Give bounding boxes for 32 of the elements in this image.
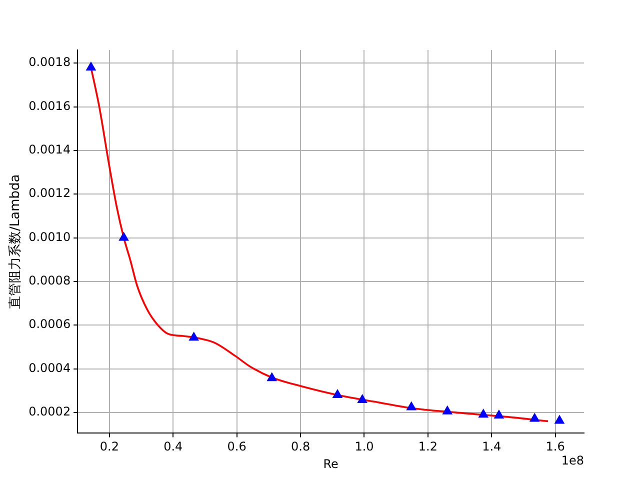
x-tick-label: 1.2 (418, 440, 438, 454)
y-tick-label: 0.0018 (28, 55, 71, 70)
x-tick-label: 0.6 (227, 440, 246, 454)
y-tick-label: 0.0010 (28, 230, 71, 244)
point (118, 232, 129, 241)
point (332, 389, 342, 398)
point (530, 413, 540, 422)
x-tick-label: 1.6 (546, 440, 565, 454)
x-tick-label: 0.8 (290, 440, 310, 454)
point (357, 394, 368, 404)
point (189, 332, 199, 341)
point (554, 415, 564, 424)
y-tick-label: 0.0014 (28, 142, 71, 157)
x-axis-title: Re (323, 456, 338, 471)
text: 1e8 (561, 453, 584, 468)
point (406, 402, 416, 410)
y-tick-label: 0.0002 (28, 404, 71, 419)
point (86, 62, 96, 70)
point (494, 410, 504, 419)
y-tick-label: 0.0012 (28, 186, 71, 200)
y-tick-label: 0.0006 (28, 317, 71, 332)
y-axis-title: 直管阻力系数/Lambda (8, 174, 24, 309)
y-tick-label: 0.0008 (28, 274, 71, 288)
y-tick-label: 0.0016 (28, 98, 71, 113)
x-tick-label: 1.0 (354, 440, 374, 454)
point (442, 406, 452, 414)
y-tick-label: 0.0004 (28, 360, 71, 375)
point (267, 372, 277, 382)
point (478, 409, 488, 418)
x-tick-label: 0.4 (164, 440, 183, 454)
x-tick-label: 0.2 (100, 440, 119, 454)
x-tick-label: 1.4 (482, 440, 502, 454)
